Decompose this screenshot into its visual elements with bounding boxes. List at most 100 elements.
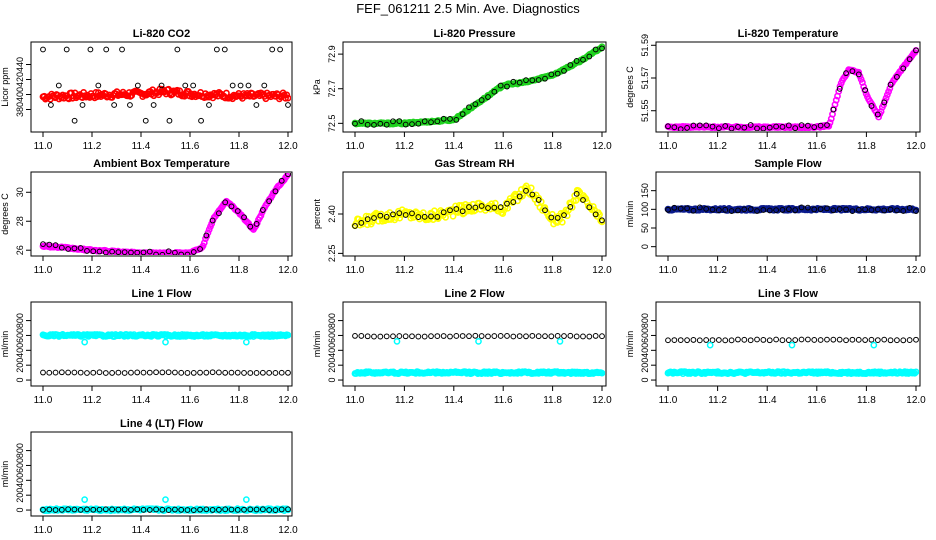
data-point [71,506,78,513]
data-point [542,207,548,214]
data-point [906,337,913,343]
data-point [184,507,191,513]
data-point [134,82,141,89]
data-point [596,211,603,218]
data-point [63,46,70,53]
data-point [190,369,197,376]
data-point [573,333,580,340]
data-point [598,218,605,226]
data-point [215,210,222,217]
panel-title: Li-820 CO2 [133,28,190,40]
data-point [77,245,84,251]
data-point [285,506,291,513]
data-point [140,369,147,376]
data-point [421,213,428,220]
data-point [434,333,441,340]
data-point [402,333,409,340]
y-tick-label: 400 [15,473,25,488]
data-point [77,506,84,513]
data-point [715,125,722,131]
data-point [134,249,141,255]
data-point [703,205,710,212]
plot-frame [655,301,921,387]
data-point [900,208,907,214]
data-point [40,241,46,248]
data-point [836,85,843,92]
y-tick-label: 51.57 [640,67,650,90]
x-tick-label: 11.8 [230,525,249,536]
data-point [824,336,830,343]
data-point [684,125,690,131]
data-point [900,337,907,344]
data-point [690,337,697,343]
data-point [900,65,907,72]
x-tick-label: 11.4 [444,141,463,152]
y-tick-label: 26 [15,245,25,255]
data-point [529,77,536,84]
data-point [234,506,241,513]
data-point [894,207,900,214]
x-tick-label: 11.4 [132,265,151,276]
data-layer [351,182,605,230]
x-tick-label: 11.8 [230,265,249,276]
data-point [472,101,479,108]
data-point [741,124,748,131]
data-point [690,122,697,129]
x-tick-label: 11.2 [83,141,102,152]
x-tick-label: 12.0 [592,265,612,276]
data-point [150,102,157,108]
data-point [516,193,523,200]
data-point [222,369,229,376]
plot-frame [342,41,607,133]
data-point [586,53,593,60]
data-point [684,337,690,344]
data-point [862,206,869,213]
data-point [266,507,273,513]
data-point [121,370,128,376]
y-tick-label: 400 [327,343,337,358]
data-point [754,125,760,131]
data-point [811,206,818,213]
data-point [703,337,710,343]
data-point [434,118,441,125]
x-tick-label: 12.0 [906,265,926,276]
data-point [278,506,285,513]
y-tick-label: 50 [640,223,650,233]
x-tick-label: 11.0 [346,141,365,152]
y-tick-label: 420 [15,72,25,87]
data-point [166,117,173,124]
panel-9: Line 4 (LT) Flow ml/min 11.0 11.2 11.4 11.6 11… [0,418,298,536]
data-point [709,337,716,344]
data-point [109,370,116,376]
data-point [887,206,894,213]
data-point [209,369,216,376]
y-tick-label: 0 [15,378,25,383]
data-point [259,207,266,213]
data-point [862,87,869,93]
plot-frame [30,431,293,517]
x-tick-label: 12.0 [278,141,298,152]
y-axis-label: kPa [312,79,322,95]
data-point [913,47,919,54]
data-point [491,204,498,211]
data-point [887,337,894,344]
data-point [421,333,428,340]
data-point [90,248,97,255]
data-point [860,83,868,91]
data-point [390,118,396,125]
data-point [352,120,358,127]
data-point [172,249,178,255]
x-tick-label: 12.0 [592,141,612,152]
data-point [259,506,266,513]
data-point [421,118,428,125]
y-tick-label: 400 [15,87,25,102]
data-point [548,71,555,78]
data-point [523,187,529,194]
x-tick-label: 11.6 [181,141,200,152]
data-point [377,212,384,219]
data-point [203,369,210,376]
y-axis-label: ml/min [625,331,635,358]
data-point [377,120,384,127]
data-point [178,251,185,255]
